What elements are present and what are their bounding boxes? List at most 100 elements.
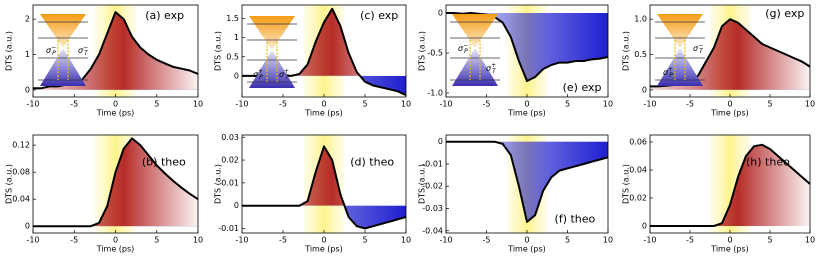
y-tick-label: 0 xyxy=(438,137,443,146)
y-tick-label: 0 xyxy=(25,85,30,94)
inset-label: σ+ T xyxy=(486,62,497,75)
inset-symbol: σ xyxy=(46,46,52,55)
x-tick-label: 0 xyxy=(524,236,529,245)
inset-cone-top xyxy=(452,14,498,48)
y-tick-label: 0.02 xyxy=(221,156,239,165)
y-axis-label: DTS (a.u.) xyxy=(214,164,223,204)
x-axis-label: Time (ps) xyxy=(96,109,135,118)
inset-label: σ− T xyxy=(78,44,89,57)
y-tick-label: -0.04 xyxy=(422,226,443,235)
inset-sup: + xyxy=(284,68,289,75)
x-axis-label: Time (ps) xyxy=(304,245,343,254)
y-tick-label: 0 xyxy=(438,9,443,18)
x-tick-label: 5 xyxy=(362,236,367,245)
x-tick-label: 5 xyxy=(565,100,570,109)
x-tick-label: 0 xyxy=(524,100,529,109)
curve xyxy=(446,12,608,82)
x-tick-label: -5 xyxy=(483,236,491,245)
x-tick-label: 5 xyxy=(767,236,772,245)
panel-annotation: (f) theo xyxy=(555,212,596,225)
x-tick-label: 0 xyxy=(321,236,326,245)
inset-cone-top xyxy=(40,14,86,48)
area-negative xyxy=(344,205,406,229)
x-axis-label: Time (ps) xyxy=(507,109,546,118)
area-negative xyxy=(650,89,810,90)
inset-symbol: σ xyxy=(663,68,669,77)
inset-label: σ− P xyxy=(46,44,56,57)
inset-symbol: σ xyxy=(486,64,492,73)
inset-sup: − xyxy=(463,42,468,49)
x-tick-label: 10 xyxy=(401,100,411,109)
y-axis-label: DTS (a.u.) xyxy=(622,164,631,204)
curve xyxy=(242,145,406,230)
inset-symbol: σ xyxy=(458,44,464,53)
inset-cone-bottom xyxy=(452,48,498,86)
x-tick-label: 0 xyxy=(113,100,118,109)
x-tick-label: -5 xyxy=(686,100,694,109)
y-tick-label: 1.0 xyxy=(634,15,647,24)
panel-annotation: (g) exp xyxy=(765,7,804,20)
y-tick-label: 0.04 xyxy=(629,166,647,175)
inset-label: σ+ P xyxy=(253,68,263,81)
inset-sub: P xyxy=(259,74,263,81)
x-tick-label: 0 xyxy=(727,236,732,245)
x-tick-label: -5 xyxy=(70,100,78,109)
inset-sup: + xyxy=(258,68,263,75)
inset-sub: T xyxy=(492,68,497,75)
y-tick-label: 0.02 xyxy=(629,194,647,203)
y-tick-label: 0.12 xyxy=(12,141,30,150)
x-tick-label: 5 xyxy=(362,100,367,109)
y-axis-label: DTS (a.u.) xyxy=(418,31,427,71)
inset-cone-top xyxy=(657,14,703,48)
inset-sub: T xyxy=(84,50,89,57)
inset-label: σ+ T xyxy=(279,68,290,81)
x-tick-label: -10 xyxy=(26,236,39,245)
y-tick-label: 1 xyxy=(25,50,30,59)
inset-symbol: σ xyxy=(279,70,285,79)
y-axis-label: DTS (a.u.) xyxy=(214,31,223,71)
panel-annotation: (a) exp xyxy=(145,9,184,22)
inset-sub: P xyxy=(52,50,56,57)
inset-sup: − xyxy=(51,44,56,51)
curve xyxy=(33,137,198,228)
inset-cone-bottom xyxy=(657,48,703,86)
y-tick-label: 0.03 xyxy=(221,133,239,142)
area-negative xyxy=(33,89,198,90)
x-tick-label: 5 xyxy=(154,100,159,109)
y-tick-label: 1.5 xyxy=(226,14,239,23)
area-positive xyxy=(242,146,406,206)
curve xyxy=(650,143,810,227)
inset-sup: − xyxy=(698,42,703,49)
x-axis-label: Time (ps) xyxy=(710,109,749,118)
x-tick-label: -10 xyxy=(643,100,656,109)
x-tick-label: 0 xyxy=(727,100,732,109)
panel-annotation: (e) exp xyxy=(563,81,602,94)
area-positive xyxy=(291,8,361,76)
y-tick-label: 0 xyxy=(234,201,239,210)
y-tick-label: 0 xyxy=(234,71,239,80)
inset-cone-bottom xyxy=(249,50,295,88)
y-tick-label: 0.5 xyxy=(226,52,239,61)
y-axis-label: DTS (a.u.) xyxy=(418,164,427,204)
x-tick-label: -10 xyxy=(439,236,452,245)
y-tick-label: 0 xyxy=(642,222,647,231)
x-axis-label: Time (ps) xyxy=(710,245,749,254)
x-tick-label: 5 xyxy=(154,236,159,245)
y-tick-label: 0.04 xyxy=(12,195,30,204)
y-tick-label: 0 xyxy=(642,85,647,94)
x-tick-label: -5 xyxy=(70,236,78,245)
x-tick-label: -10 xyxy=(26,100,39,109)
area-positive xyxy=(650,19,810,90)
y-tick-label: -0.03 xyxy=(422,204,443,213)
y-tick-label: 0.08 xyxy=(12,168,30,177)
inset-sup: − xyxy=(83,44,88,51)
y-tick-label: -1.0 xyxy=(427,89,443,98)
x-tick-label: -10 xyxy=(235,236,248,245)
panel-annotation: (h) theo xyxy=(746,155,790,168)
x-tick-label: 0 xyxy=(113,236,118,245)
y-tick-label: 0.06 xyxy=(629,138,647,147)
y-tick-label: 0 xyxy=(25,222,30,231)
x-axis-label: Time (ps) xyxy=(304,109,343,118)
x-tick-label: 10 xyxy=(603,100,613,109)
